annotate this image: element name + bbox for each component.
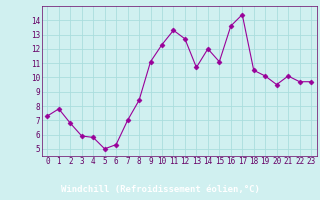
- Text: Windchill (Refroidissement éolien,°C): Windchill (Refroidissement éolien,°C): [60, 185, 260, 194]
